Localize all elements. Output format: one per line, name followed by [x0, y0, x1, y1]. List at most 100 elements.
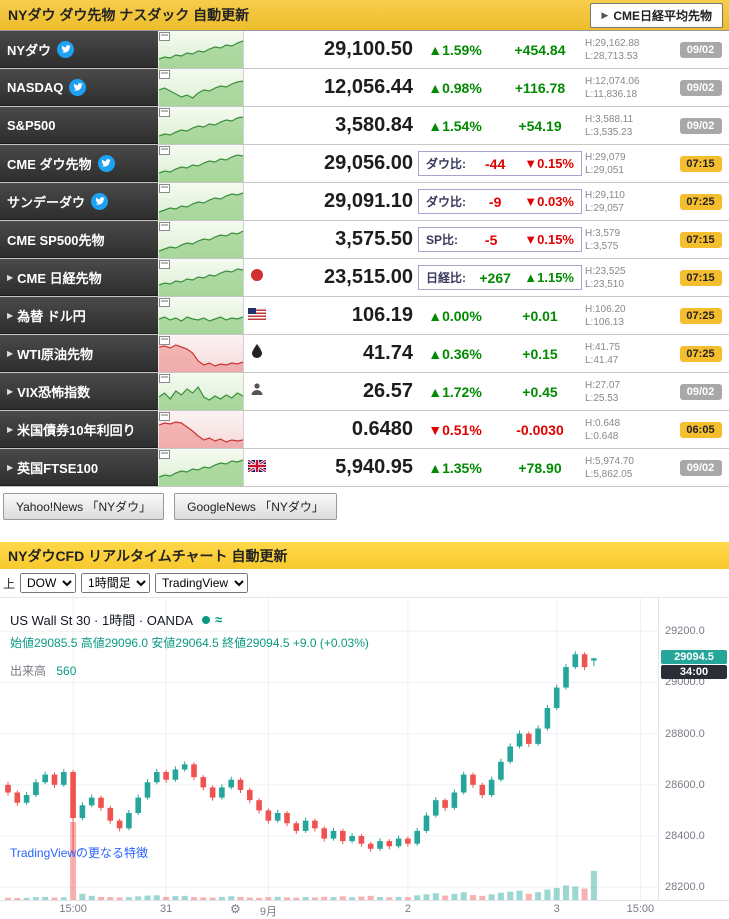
- sparkline-cell[interactable]: [158, 335, 244, 372]
- row-name[interactable]: サンデーダウ: [0, 183, 158, 220]
- time-badge: 07:15: [679, 269, 722, 286]
- row-name[interactable]: ▶ CME 日経先物: [0, 259, 158, 296]
- low-value: L:25.53: [585, 392, 619, 404]
- sparkline-cell[interactable]: [158, 107, 244, 144]
- popup-window-icon[interactable]: [159, 70, 170, 79]
- popup-window-icon[interactable]: [159, 450, 170, 459]
- countdown-badge: 34:00: [661, 665, 727, 680]
- popup-window-icon[interactable]: [159, 412, 170, 421]
- row-name[interactable]: CME ダウ先物: [0, 145, 158, 182]
- row-name-label: NASDAQ: [7, 79, 64, 95]
- person-icon: [250, 382, 264, 401]
- high-value: H:106.20: [585, 303, 626, 315]
- row-name[interactable]: ▶ VIX恐怖指数: [0, 373, 158, 410]
- low-value: L:41.47: [585, 354, 619, 366]
- row-name-label: WTI原油先物: [17, 346, 93, 362]
- change-value: +54.19: [518, 117, 562, 134]
- sparkline-cell[interactable]: [158, 259, 244, 296]
- sparkline-cell[interactable]: [158, 449, 244, 486]
- time-tick: 31: [159, 903, 173, 915]
- sparkline-cell[interactable]: [158, 221, 244, 258]
- comparison-percent: ▼0.15%: [524, 156, 574, 171]
- row-name-label: サンデーダウ: [7, 194, 86, 210]
- twitter-icon[interactable]: [69, 78, 87, 96]
- twitter-icon[interactable]: [97, 154, 115, 172]
- row-name-label: NYダウ: [7, 42, 52, 58]
- row-name[interactable]: NYダウ: [0, 31, 158, 68]
- change-percent: ▲0.36%: [428, 345, 482, 362]
- price-axis[interactable]: 29200.0 29000.0 28800.0 28600.0 28400.0 28200…: [658, 598, 729, 900]
- high-value: H:5,974.70: [585, 455, 634, 467]
- change-value: +454.84: [514, 41, 566, 58]
- badge-cell: 07:25: [672, 297, 729, 334]
- symbol-select[interactable]: DOW: [20, 573, 77, 593]
- row-name[interactable]: NASDAQ: [0, 69, 158, 106]
- cme-nikkei-button[interactable]: ▶ CME日経平均先物: [590, 2, 723, 28]
- row-name[interactable]: ▶ WTI原油先物: [0, 335, 158, 372]
- high-low: H:3,588.11 L:3,535.23: [585, 107, 672, 144]
- sparkline-cell[interactable]: [158, 183, 244, 220]
- tradingview-chart[interactable]: US Wall St 30 · 1時間 · OANDA ≈ 始値29085.5 …: [0, 597, 729, 918]
- sparkline-cell[interactable]: [158, 411, 244, 448]
- sparkline-cell[interactable]: [158, 373, 244, 410]
- sparkline: [159, 192, 243, 220]
- row-name[interactable]: CME SP500先物: [0, 221, 158, 258]
- settings-gear-icon[interactable]: ⚙: [230, 902, 241, 916]
- high-low: H:29,079 L:29,051: [585, 145, 672, 182]
- news-button-row: Yahoo!News 「NYダウ」 GoogleNews 「NYダウ」: [0, 487, 729, 528]
- google-news-button[interactable]: GoogleNews 「NYダウ」: [174, 493, 337, 520]
- popup-window-icon[interactable]: [159, 260, 170, 269]
- table-row: サンデーダウ 29,091.10 ダウ比: -9 ▼0.03% H:29,110 L:29,…: [0, 183, 729, 221]
- popup-window-icon[interactable]: [159, 108, 170, 117]
- price-value: 0.6480: [351, 418, 413, 440]
- twitter-icon[interactable]: [91, 192, 109, 210]
- high-low: H:41.75 L:41.47: [585, 335, 672, 372]
- row-arrow-icon: ▶: [7, 310, 14, 320]
- sparkline-cell[interactable]: [158, 69, 244, 106]
- sparkline-cell[interactable]: [158, 31, 244, 68]
- sparkline-cell[interactable]: [158, 297, 244, 334]
- high-value: H:3,579: [585, 227, 621, 239]
- sparkline: [159, 230, 243, 258]
- popup-window-icon[interactable]: [159, 374, 170, 383]
- market-status-icon: [202, 615, 210, 624]
- price-tick: 28600.0: [665, 778, 705, 791]
- comparison-label: ダウ比:: [426, 195, 466, 209]
- price-value: 41.74: [362, 342, 413, 364]
- row-symbol-icon: [244, 107, 270, 144]
- sparkline: [159, 385, 243, 410]
- row-name[interactable]: ▶ 為替 ドル円: [0, 297, 158, 334]
- price-value: 29,100.50: [324, 38, 413, 60]
- popup-window-icon[interactable]: [159, 222, 170, 231]
- row-name[interactable]: S&P500: [0, 107, 158, 144]
- sparkline: [159, 316, 243, 334]
- table-row: ▶ VIX恐怖指数 26.57 ▲1.72% +0.45 H:27.07 L:25.53 09…: [0, 373, 729, 411]
- twitter-icon[interactable]: [57, 40, 75, 58]
- high-low: H:29,162.88 L:28,713.53: [585, 31, 672, 68]
- row-symbol-icon: [244, 335, 270, 372]
- change-percent: ▲1.54%: [428, 117, 482, 134]
- popup-window-icon[interactable]: [159, 146, 170, 155]
- provider-select[interactable]: TradingView: [155, 573, 249, 593]
- row-name[interactable]: ▶ 米国債券10年利回り: [0, 411, 158, 448]
- candlestick-chart[interactable]: [0, 598, 658, 900]
- popup-window-icon[interactable]: [159, 336, 170, 345]
- high-low: H:5,974.70 L:5,862.05: [585, 449, 672, 486]
- popup-window-icon[interactable]: [159, 298, 170, 307]
- time-badge: 09/02: [679, 41, 722, 58]
- row-name[interactable]: ▶ 英国FTSE100: [0, 449, 158, 486]
- tradingview-features-link[interactable]: TradingViewの更なる特徴: [10, 846, 149, 860]
- time-badge: 07:25: [679, 307, 722, 324]
- popup-window-icon[interactable]: [159, 32, 170, 41]
- time-axis[interactable]: ⚙ 15:00 31 9月 2 3 15:00: [0, 900, 729, 918]
- popup-window-icon[interactable]: [159, 184, 170, 193]
- sparkline: [159, 268, 243, 296]
- row-symbol-icon: [244, 145, 270, 182]
- sparkline-cell[interactable]: [158, 145, 244, 182]
- row-symbol-icon: [244, 31, 270, 68]
- yahoo-news-button[interactable]: Yahoo!News 「NYダウ」: [3, 493, 165, 520]
- change-value: +0.15: [522, 345, 558, 362]
- comparison-label: SP比:: [426, 233, 459, 247]
- timeframe-select[interactable]: 1時間足: [81, 573, 151, 593]
- row-symbol-icon: [244, 69, 270, 106]
